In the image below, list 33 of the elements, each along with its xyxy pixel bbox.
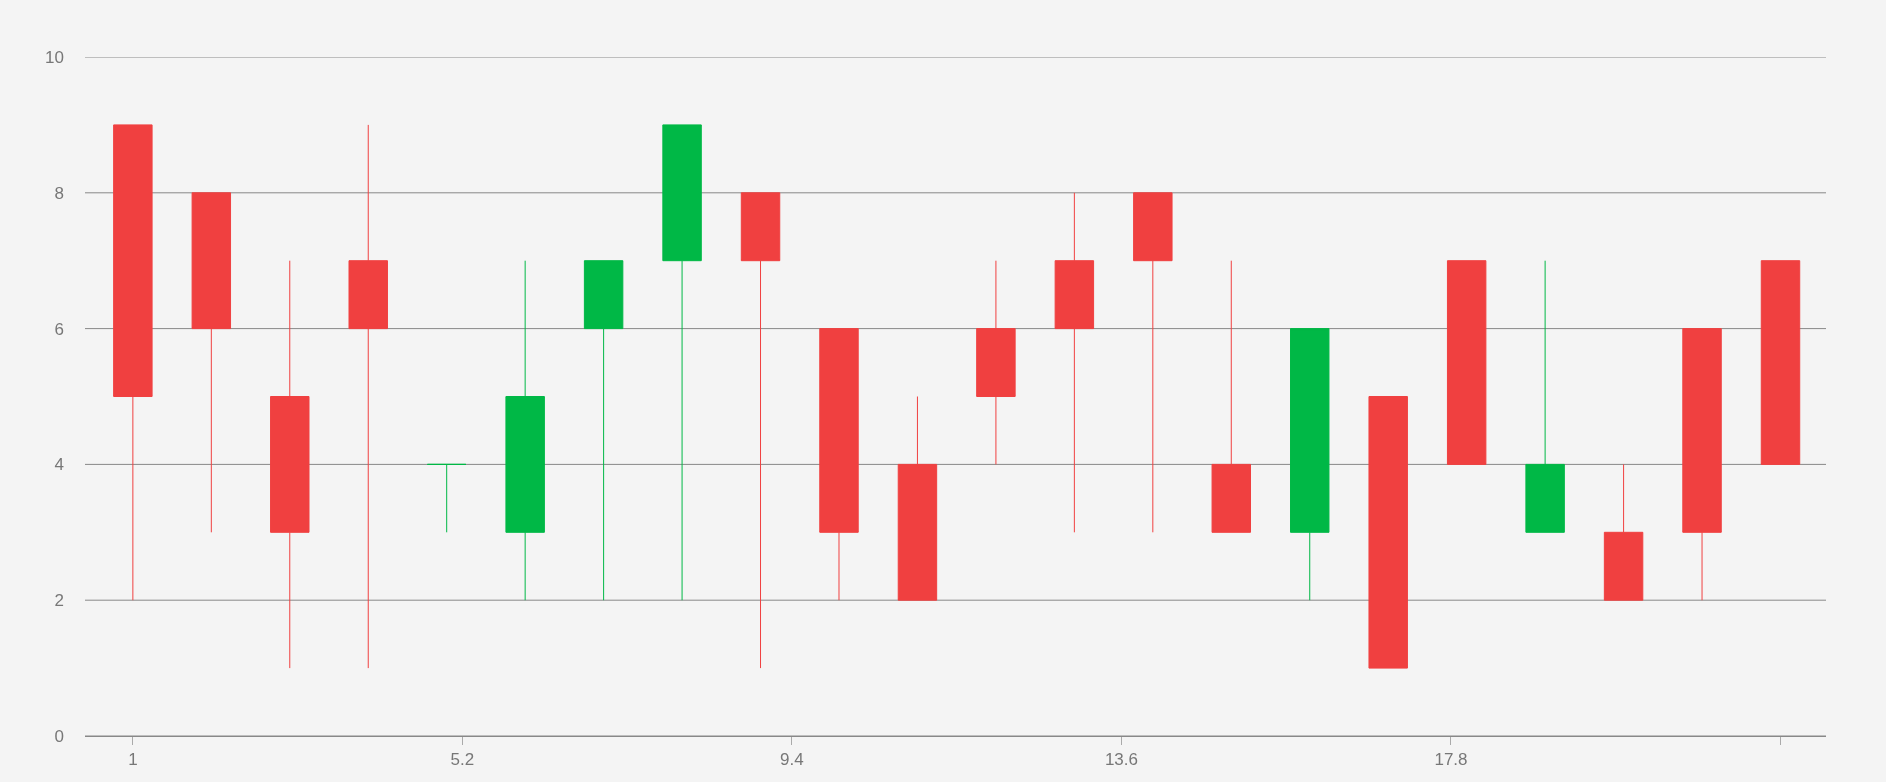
candlestick (740, 192, 781, 669)
candlestick (113, 124, 153, 601)
y-tick-label: 0 (54, 726, 64, 746)
x-tick-label: 13.6 (1104, 750, 1138, 770)
candlestick (426, 463, 467, 533)
candlestick (1290, 328, 1330, 601)
candlestick (1760, 260, 1801, 465)
candlestick (662, 124, 702, 601)
y-tick-label: 4 (54, 455, 64, 475)
candlestick (191, 192, 232, 533)
candlestick (1446, 260, 1487, 465)
x-tick-label: 17.8 (1434, 750, 1468, 770)
candlestick (1682, 328, 1722, 601)
x-tick-label: 1 (128, 750, 138, 770)
candlestick (1368, 396, 1408, 669)
y-tick-label: 10 (45, 47, 64, 67)
candlestick (1211, 260, 1251, 533)
x-tick-label: 5.2 (450, 750, 475, 770)
candlestick (819, 328, 859, 601)
candlestick (1133, 192, 1173, 533)
candlestick (1603, 463, 1644, 601)
y-tick-label: 2 (54, 591, 64, 611)
y-tick-label: 8 (54, 183, 64, 203)
y-tick-label: 6 (54, 319, 64, 339)
candlestick (1525, 260, 1565, 533)
x-tick-label: 9.4 (780, 750, 804, 770)
candlestick (505, 260, 545, 601)
candlestick (583, 260, 624, 601)
candlestick (897, 396, 938, 601)
candlestick (976, 260, 1016, 465)
candlestick (270, 260, 310, 669)
candlestick (348, 124, 388, 669)
candlestick (1054, 192, 1095, 533)
